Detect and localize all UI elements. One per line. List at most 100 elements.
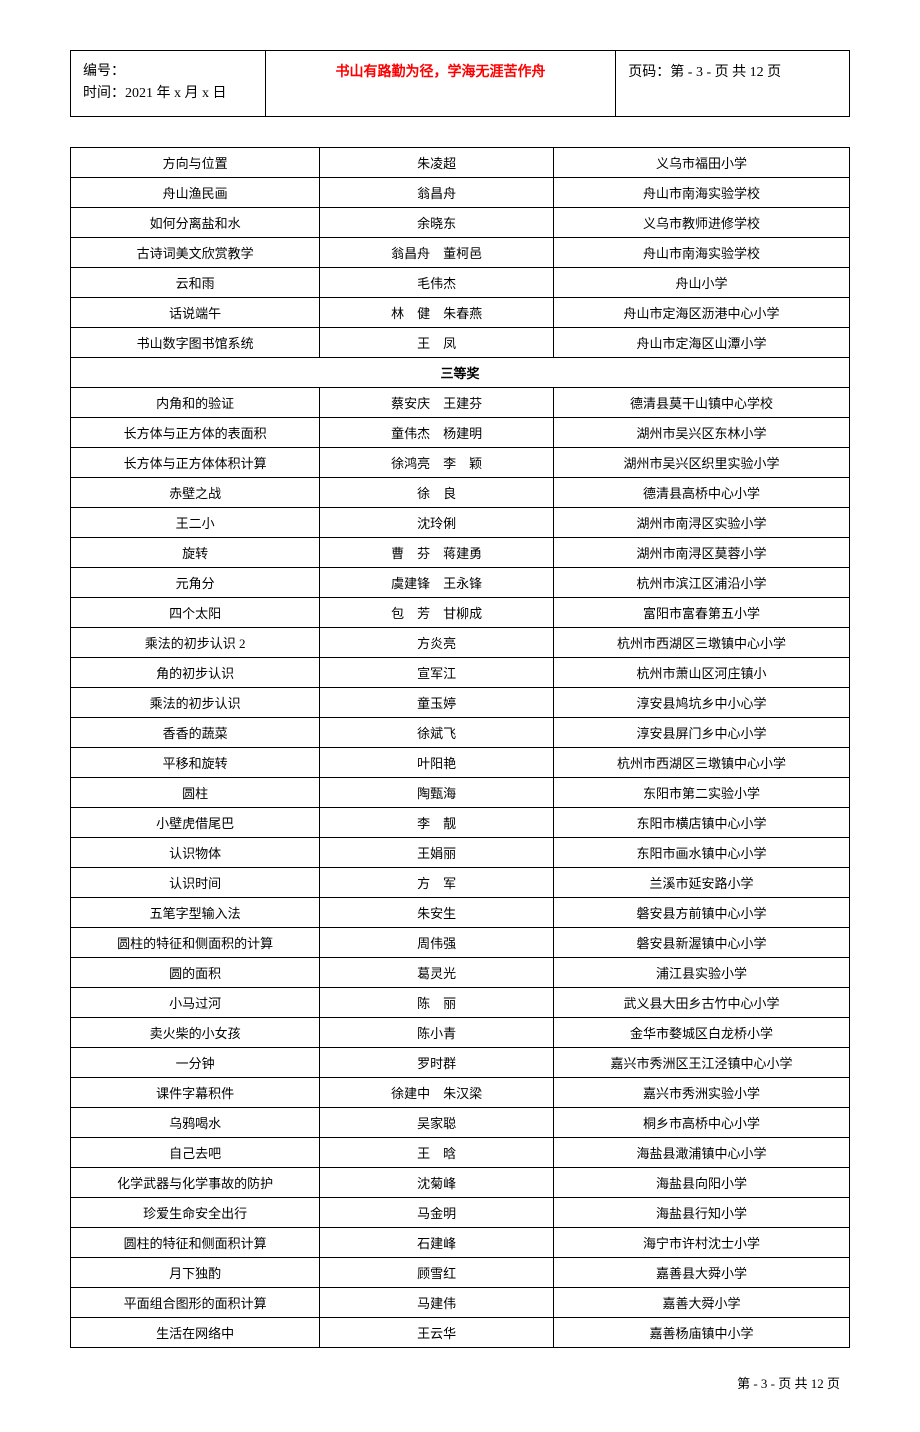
section-title: 三等奖 — [71, 357, 850, 387]
table-cell: 圆柱 — [71, 777, 320, 807]
table-cell: 舟山市南海实验学校 — [553, 237, 849, 267]
table-row: 四个太阳包 芳 甘柳成富阳市富春第五小学 — [71, 597, 850, 627]
table-row: 古诗词美文欣赏教学翁昌舟 董柯邑舟山市南海实验学校 — [71, 237, 850, 267]
table-cell: 圆的面积 — [71, 957, 320, 987]
table-cell: 林 健 朱春燕 — [320, 297, 554, 327]
table-row: 认识物体王娟丽东阳市画水镇中心小学 — [71, 837, 850, 867]
doc-time-label: 时间：2021 年 x 月 x 日 — [83, 83, 253, 105]
table-cell: 海盐县向阳小学 — [553, 1167, 849, 1197]
table-cell: 朱凌超 — [320, 147, 554, 177]
table-cell: 四个太阳 — [71, 597, 320, 627]
table-row: 五笔字型输入法朱安生磐安县方前镇中心小学 — [71, 897, 850, 927]
table-cell: 武义县大田乡古竹中心小学 — [553, 987, 849, 1017]
table-cell: 乘法的初步认识 2 — [71, 627, 320, 657]
table-cell: 一分钟 — [71, 1047, 320, 1077]
table-cell: 方 军 — [320, 867, 554, 897]
table-cell: 舟山渔民画 — [71, 177, 320, 207]
table-cell: 顾雪红 — [320, 1257, 554, 1287]
page-footer: 第 - 3 - 页 共 12 页 — [70, 1373, 850, 1392]
table-cell: 周伟强 — [320, 927, 554, 957]
header-motto: 书山有路勤为径，学海无涯苦作舟 — [265, 51, 616, 117]
table-cell: 元角分 — [71, 567, 320, 597]
table-cell: 杭州市滨江区浦沿小学 — [553, 567, 849, 597]
table-cell: 话说端午 — [71, 297, 320, 327]
table-cell: 嘉善杨庙镇中小学 — [553, 1317, 849, 1347]
table-row: 方向与位置朱凌超义乌市福田小学 — [71, 147, 850, 177]
table-row: 赤壁之战徐 良德清县高桥中心小学 — [71, 477, 850, 507]
table-cell: 长方体与正方体的表面积 — [71, 417, 320, 447]
table-cell: 王云华 — [320, 1317, 554, 1347]
table-row: 王二小沈玲俐湖州市南浔区实验小学 — [71, 507, 850, 537]
table-row: 一分钟罗时群嘉兴市秀洲区王江泾镇中心小学 — [71, 1047, 850, 1077]
table-cell: 湖州市吴兴区东林小学 — [553, 417, 849, 447]
table-cell: 余晓东 — [320, 207, 554, 237]
table-cell: 舟山小学 — [553, 267, 849, 297]
table-cell: 古诗词美文欣赏教学 — [71, 237, 320, 267]
section-header-row: 三等奖 — [71, 357, 850, 387]
table-cell: 湖州市吴兴区织里实验小学 — [553, 447, 849, 477]
table-cell: 角的初步认识 — [71, 657, 320, 687]
table-cell: 长方体与正方体体积计算 — [71, 447, 320, 477]
table-row: 旋转曹 芬 蒋建勇湖州市南浔区莫蓉小学 — [71, 537, 850, 567]
table-cell: 湖州市南浔区莫蓉小学 — [553, 537, 849, 567]
table-cell: 马建伟 — [320, 1287, 554, 1317]
table-cell: 王 晗 — [320, 1137, 554, 1167]
table-row: 圆柱的特征和侧面积计算石建峰海宁市许村沈士小学 — [71, 1227, 850, 1257]
table-cell: 葛灵光 — [320, 957, 554, 987]
table-cell: 赤壁之战 — [71, 477, 320, 507]
table-row: 课件字幕积件徐建中 朱汉梁嘉兴市秀洲实验小学 — [71, 1077, 850, 1107]
table-cell: 小马过河 — [71, 987, 320, 1017]
table-cell: 浦江县实验小学 — [553, 957, 849, 987]
table-cell: 化学武器与化学事故的防护 — [71, 1167, 320, 1197]
table-row: 元角分虞建锋 王永锋杭州市滨江区浦沿小学 — [71, 567, 850, 597]
table-cell: 珍爱生命安全出行 — [71, 1197, 320, 1227]
table-cell: 嘉善县大舜小学 — [553, 1257, 849, 1287]
table-cell: 乘法的初步认识 — [71, 687, 320, 717]
table-cell: 东阳市横店镇中心小学 — [553, 807, 849, 837]
table-cell: 毛伟杰 — [320, 267, 554, 297]
table-cell: 包 芳 甘柳成 — [320, 597, 554, 627]
table-row: 如何分离盐和水余晓东义乌市教师进修学校 — [71, 207, 850, 237]
table-cell: 东阳市画水镇中心小学 — [553, 837, 849, 867]
table-row: 生活在网络中王云华嘉善杨庙镇中小学 — [71, 1317, 850, 1347]
table-cell: 义乌市福田小学 — [553, 147, 849, 177]
table-cell: 徐建中 朱汉梁 — [320, 1077, 554, 1107]
table-cell: 方向与位置 — [71, 147, 320, 177]
table-cell: 王 凤 — [320, 327, 554, 357]
table-cell: 圆柱的特征和侧面积计算 — [71, 1227, 320, 1257]
table-row: 长方体与正方体的表面积童伟杰 杨建明湖州市吴兴区东林小学 — [71, 417, 850, 447]
table-cell: 徐 良 — [320, 477, 554, 507]
table-cell: 舟山市定海区山潭小学 — [553, 327, 849, 357]
table-cell: 香香的蔬菜 — [71, 717, 320, 747]
table-row: 平面组合图形的面积计算马建伟嘉善大舜小学 — [71, 1287, 850, 1317]
document-header: 编号： 时间：2021 年 x 月 x 日 书山有路勤为径，学海无涯苦作舟 页码… — [70, 50, 850, 117]
table-cell: 杭州市西湖区三墩镇中心小学 — [553, 627, 849, 657]
table-cell: 桐乡市高桥中心小学 — [553, 1107, 849, 1137]
table-cell: 虞建锋 王永锋 — [320, 567, 554, 597]
table-cell: 圆柱的特征和侧面积的计算 — [71, 927, 320, 957]
table-cell: 月下独酌 — [71, 1257, 320, 1287]
header-page-label: 页码：第 - 3 - 页 共 12 页 — [616, 51, 850, 117]
table-row: 平移和旋转叶阳艳杭州市西湖区三墩镇中心小学 — [71, 747, 850, 777]
table-cell: 童玉婷 — [320, 687, 554, 717]
table-cell: 舟山市定海区沥港中心小学 — [553, 297, 849, 327]
table-cell: 童伟杰 杨建明 — [320, 417, 554, 447]
table-cell: 蔡安庆 王建芬 — [320, 387, 554, 417]
table-cell: 李 靓 — [320, 807, 554, 837]
table-cell: 旋转 — [71, 537, 320, 567]
table-cell: 东阳市第二实验小学 — [553, 777, 849, 807]
table-row: 书山数字图书馆系统王 凤舟山市定海区山潭小学 — [71, 327, 850, 357]
table-row: 乘法的初步认识 2方炎亮杭州市西湖区三墩镇中心小学 — [71, 627, 850, 657]
awards-table: 方向与位置朱凌超义乌市福田小学舟山渔民画翁昌舟舟山市南海实验学校如何分离盐和水余… — [70, 147, 850, 1348]
table-cell: 磐安县方前镇中心小学 — [553, 897, 849, 927]
table-row: 卖火柴的小女孩陈小青金华市婺城区白龙桥小学 — [71, 1017, 850, 1047]
table-cell: 湖州市南浔区实验小学 — [553, 507, 849, 537]
table-row: 云和雨毛伟杰舟山小学 — [71, 267, 850, 297]
table-cell: 内角和的验证 — [71, 387, 320, 417]
table-cell: 平移和旋转 — [71, 747, 320, 777]
table-cell: 书山数字图书馆系统 — [71, 327, 320, 357]
table-row: 小壁虎借尾巴李 靓东阳市横店镇中心小学 — [71, 807, 850, 837]
table-row: 化学武器与化学事故的防护沈菊峰海盐县向阳小学 — [71, 1167, 850, 1197]
table-cell: 课件字幕积件 — [71, 1077, 320, 1107]
table-cell: 陶甄海 — [320, 777, 554, 807]
